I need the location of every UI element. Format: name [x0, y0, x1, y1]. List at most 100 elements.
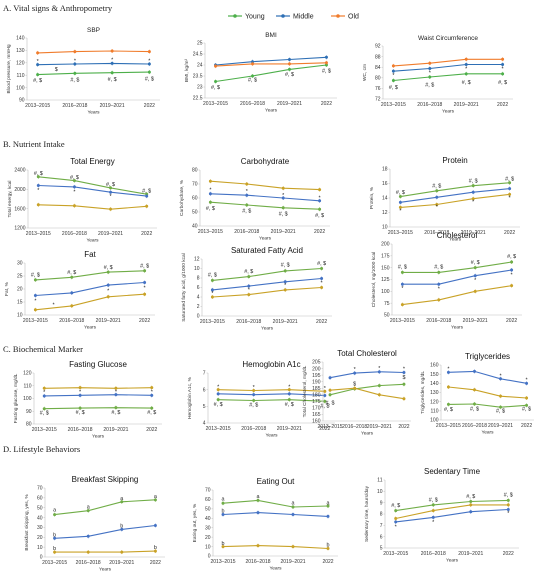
y-tick-label: 14	[382, 196, 388, 202]
x-axis-label: Years	[449, 237, 462, 243]
y-tick-label: 190	[312, 379, 321, 385]
data-point-old	[36, 203, 40, 207]
x-tick-label: 2019–2021	[277, 101, 302, 107]
significance-annotation: #, $	[242, 209, 251, 215]
y-tick-label: 50	[384, 313, 390, 319]
x-tick-label: 2016–2018	[426, 318, 451, 324]
significance-annotation: #, $	[208, 273, 217, 279]
significance-annotation: #, $	[70, 78, 79, 84]
chart-title: Total Cholesterol	[337, 349, 397, 358]
significance-annotation: #, $	[466, 494, 475, 500]
x-axis-label: Years	[451, 325, 464, 331]
significance-annotation: #, $	[389, 85, 398, 91]
data-point-middle	[323, 394, 327, 397]
y-tick-label: 140	[16, 36, 25, 42]
chart-title: Eating Out	[257, 477, 296, 486]
y-tick-label: 20	[37, 535, 43, 541]
data-point-old	[216, 388, 220, 392]
data-point-middle	[147, 62, 151, 66]
significance-annotation: *	[354, 367, 357, 373]
significance-annotation: #, $	[244, 269, 253, 275]
data-point-old	[353, 386, 357, 390]
series-line-middle	[393, 63, 503, 72]
data-point-old	[33, 308, 37, 312]
significance-annotation: *	[526, 378, 529, 384]
series-line-old	[400, 193, 510, 208]
y-tick-label: 4	[203, 421, 206, 427]
data-point-young	[120, 500, 124, 504]
y-tick-label: 40	[192, 224, 198, 230]
y-tick-label: 15	[17, 300, 23, 306]
y-axis-label: Total energy, kcal	[7, 181, 13, 218]
significance-annotation: *	[43, 390, 46, 396]
y-tick-label: 6	[197, 285, 200, 291]
significance-annotation: b	[222, 541, 225, 547]
significance-annotation: #, $	[108, 77, 117, 83]
chart-breakfast: Breakfast Skipping 0 10 20 30 40 50 60 70 2013–20…	[24, 475, 165, 573]
x-tick-label: 2019–2021	[96, 318, 121, 324]
data-point-old	[252, 389, 256, 392]
x-tick-label: 2016–2018	[59, 318, 84, 324]
chart-title: Sedentary Time	[424, 467, 481, 476]
data-point-young	[70, 275, 74, 279]
chart-eatingout: Eating Out 0 10 20 30 40 50 60 70 2013–2015 2016–2…	[192, 477, 338, 572]
y-tick-label: 175	[312, 399, 321, 405]
data-point-middle	[86, 534, 90, 538]
data-point-middle	[216, 392, 220, 396]
significance-annotation: *	[148, 58, 151, 64]
data-point-old	[391, 64, 395, 68]
data-point-middle	[33, 294, 37, 297]
data-point-middle	[400, 282, 404, 286]
x-tick-label: 2022	[398, 424, 409, 430]
data-point-young	[469, 500, 473, 504]
data-point-old	[508, 192, 512, 196]
y-tick-label: 110	[24, 383, 32, 389]
y-tick-label: 9	[380, 500, 383, 506]
x-tick-label: 2013–2015	[318, 424, 343, 430]
data-point-young	[525, 403, 529, 407]
data-point-middle	[402, 370, 406, 374]
data-point-young	[251, 74, 255, 78]
data-point-middle	[287, 58, 291, 61]
y-tick-label: 6	[380, 534, 383, 540]
data-point-middle	[210, 288, 214, 292]
chart-bmi: BMI 22.5 23 23.5 24 24.5 25 2013–2015 2016–2018 2…	[184, 32, 337, 114]
x-tick-label: 2016–2018	[421, 551, 446, 557]
data-point-old	[471, 197, 475, 201]
y-tick-label: 80	[26, 422, 32, 428]
y-tick-label: 22.5	[193, 96, 203, 102]
y-tick-label: 60	[205, 497, 211, 503]
significance-annotation: #, $	[145, 76, 154, 82]
data-point-young	[328, 393, 332, 397]
significance-annotation: #, $	[281, 263, 290, 269]
y-tick-label: 88	[375, 54, 381, 60]
data-point-old	[473, 289, 477, 293]
x-axis-label: Years	[481, 430, 494, 436]
x-tick-label: 2016–2018	[68, 427, 93, 433]
data-point-middle	[143, 281, 147, 284]
y-tick-label: 11	[377, 478, 382, 484]
significance-annotation: *	[321, 280, 324, 286]
chart-fat: Fat 10 15 20 25 30 2013–2015 2016–2018 2019–2021…	[4, 250, 155, 331]
data-point-young	[256, 498, 260, 502]
data-point-middle	[120, 527, 124, 531]
data-point-old	[287, 62, 291, 66]
significance-annotation: #, $	[249, 403, 258, 409]
legend: Young Middle Old	[228, 14, 359, 21]
x-tick-label: 2022	[521, 423, 532, 429]
data-point-old	[324, 61, 328, 65]
y-tick-label: 195	[312, 373, 321, 379]
data-point-middle	[281, 196, 285, 200]
y-tick-label: 90	[26, 409, 32, 415]
y-axis-label: Eating out, yes, %	[192, 503, 198, 542]
chart-glucose: Fasting Glucose 80 90 100 110 120 2013–2015 201…	[13, 360, 162, 440]
series-line-young	[212, 267, 322, 281]
y-tick-label: 75	[384, 301, 390, 307]
significance-annotation: *	[37, 59, 40, 65]
y-tick-label: 140	[430, 381, 439, 387]
legend-marker-middle	[281, 14, 285, 18]
data-point-middle	[145, 194, 149, 198]
significance-annotation: #, $	[76, 410, 85, 416]
x-tick-label: 2019–2021	[109, 560, 134, 566]
